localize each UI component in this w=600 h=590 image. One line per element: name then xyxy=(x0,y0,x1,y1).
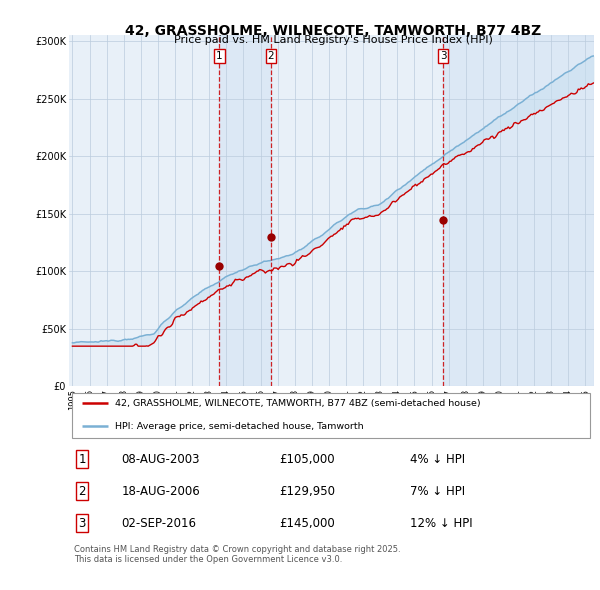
Text: HPI: Average price, semi-detached house, Tamworth: HPI: Average price, semi-detached house,… xyxy=(115,421,364,431)
Text: Contains HM Land Registry data © Crown copyright and database right 2025.
This d: Contains HM Land Registry data © Crown c… xyxy=(74,545,401,565)
Text: 7% ↓ HPI: 7% ↓ HPI xyxy=(410,484,466,498)
Bar xyxy=(220,35,271,386)
Text: £105,000: £105,000 xyxy=(279,453,335,466)
FancyBboxPatch shape xyxy=(71,393,590,438)
Text: £129,950: £129,950 xyxy=(279,484,335,498)
Text: 3: 3 xyxy=(440,51,446,61)
Text: 42, GRASSHOLME, WILNECOTE, TAMWORTH, B77 4BZ (semi-detached house): 42, GRASSHOLME, WILNECOTE, TAMWORTH, B77… xyxy=(115,399,481,408)
Text: 18-AUG-2006: 18-AUG-2006 xyxy=(121,484,200,498)
Text: 2: 2 xyxy=(268,51,274,61)
Text: 4% ↓ HPI: 4% ↓ HPI xyxy=(410,453,466,466)
Text: 1: 1 xyxy=(216,51,223,61)
Text: 08-AUG-2003: 08-AUG-2003 xyxy=(121,453,200,466)
Text: £145,000: £145,000 xyxy=(279,517,335,530)
Text: 42, GRASSHOLME, WILNECOTE, TAMWORTH, B77 4BZ: 42, GRASSHOLME, WILNECOTE, TAMWORTH, B77… xyxy=(125,24,541,38)
Text: 1: 1 xyxy=(79,453,86,466)
Text: 3: 3 xyxy=(79,517,86,530)
Text: 12% ↓ HPI: 12% ↓ HPI xyxy=(410,517,473,530)
Text: 02-SEP-2016: 02-SEP-2016 xyxy=(121,517,197,530)
Text: Price paid vs. HM Land Registry's House Price Index (HPI): Price paid vs. HM Land Registry's House … xyxy=(173,35,493,45)
Text: 2: 2 xyxy=(79,484,86,498)
Bar xyxy=(443,35,594,386)
